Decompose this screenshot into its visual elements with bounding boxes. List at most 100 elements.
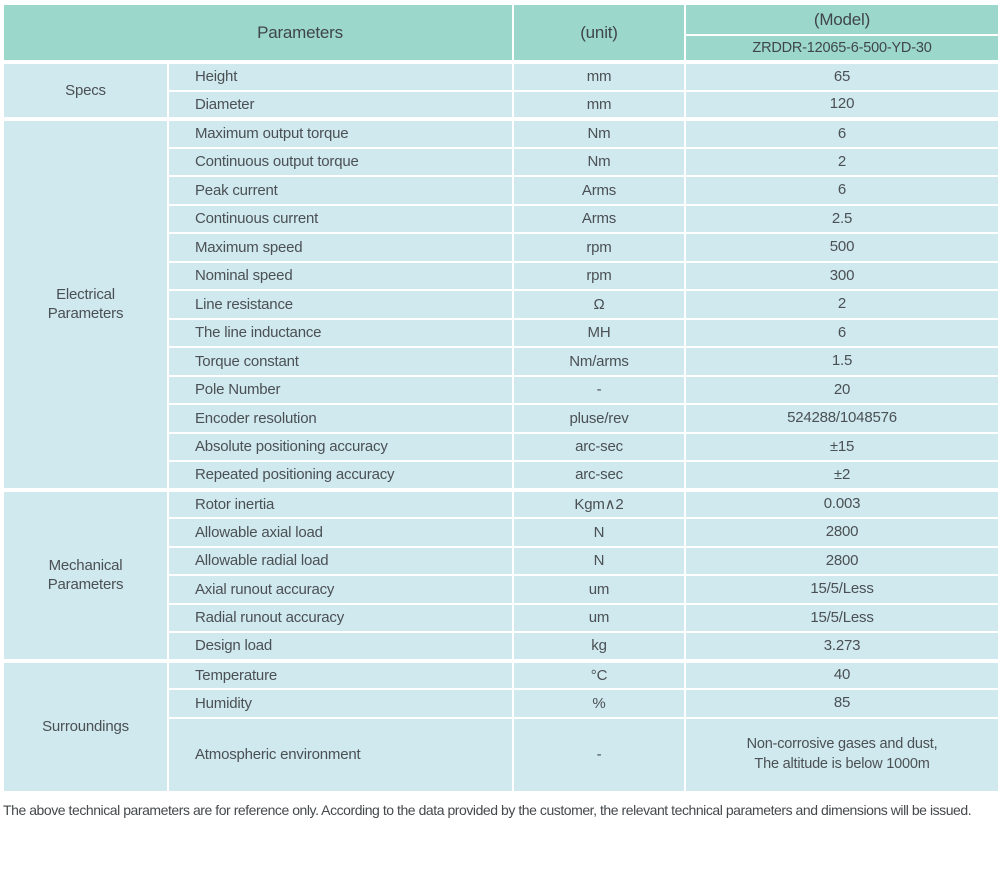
param-value: 0.003 [684,487,1000,519]
param-name: Absolute positioning accuracy [167,431,514,462]
param-unit: um [512,574,686,605]
table-row: Specs Height mm 65 [2,60,1000,120]
param-value: 2800 [684,517,1000,548]
param-value: 2800 [684,545,1000,576]
table-row: Repeated positioning accuracy arc-sec ±2 [3,460,1000,491]
table-row: Allowable radial load N 2800 [3,545,1000,576]
table-row: Electrical Parameters Maximum output torq… [2,117,1000,491]
param-name: Torque constant [167,346,514,377]
param-value: 500 [684,232,1000,263]
param-unit: arc-sec [512,431,686,462]
param-value: 6 [684,117,1000,149]
param-value: 20 [684,374,1000,405]
table-row: Surroundings Temperature °C 40 [2,658,1000,793]
param-name: Temperature [167,658,514,690]
param-unit: Nm/arms [512,346,686,377]
param-unit: % [512,688,686,719]
param-value: 3.273 [684,631,1000,662]
param-unit: kg [512,631,686,662]
param-unit: pluse/rev [512,403,686,434]
param-unit: mm [512,60,686,92]
table-body: Specs Height mm 65 Diameter mm 120 Electrical P… [2,60,1000,793]
param-unit: - [512,716,686,793]
spec-table: Parameters (unit) (Model) ZRDDR-12065-6-… [2,2,1000,793]
spec-sheet: Parameters (unit) (Model) ZRDDR-12065-6-… [2,2,1000,818]
table-row: Absolute positioning accuracy arc-sec ±15 [3,431,1000,462]
param-unit: Ω [512,289,686,320]
unit-column-header: (unit) [512,3,686,64]
param-name: Repeated positioning accuracy [167,460,514,491]
param-name: Continuous current [167,203,514,234]
param-value: 15/5/Less [684,574,1000,605]
table-row: Nominal speed rpm 300 [3,260,1000,291]
param-name: Allowable radial load [167,545,514,576]
param-name: Line resistance [167,289,514,320]
param-unit: Arms [512,175,686,206]
param-name: Axial runout accuracy [167,574,514,605]
param-value: 524288/1048576 [684,403,1000,434]
param-unit: - [512,374,686,405]
model-number: ZRDDR-12065-6-500-YD-30 [684,34,1000,64]
param-name: Nominal speed [167,260,514,291]
param-unit: arc-sec [512,460,686,491]
section-label: Surroundings [2,658,169,793]
table-row: Atmospheric environment - Non-corrosive ga… [3,716,1000,793]
table-row: Allowable axial load N 2800 [3,517,1000,548]
param-value: 6 [684,317,1000,348]
table-header: Parameters (unit) (Model) ZRDDR-12065-6-… [2,2,1000,64]
param-unit: rpm [512,260,686,291]
param-value: 40 [684,658,1000,690]
param-unit: N [512,545,686,576]
param-name: Encoder resolution [167,403,514,434]
param-name: Allowable axial load [167,517,514,548]
table-row: Encoder resolution pluse/rev 524288/104857… [3,403,1000,434]
table-row: Pole Number -20 [3,374,1000,405]
param-unit: um [512,602,686,633]
section-label: Specs [2,60,169,120]
param-unit: Arms [512,203,686,234]
table-row: Axial runout accuracy um 15/5/Less [3,574,1000,605]
param-name: Maximum speed [167,232,514,263]
table-row: Mechanical Parameters Rotor inertia Kgm∧2 0… [2,487,1000,662]
param-name: Diameter [167,89,514,120]
footer-note: The above technical parameters are for r… [3,801,972,818]
param-value: 85 [684,688,1000,719]
param-unit: rpm [512,232,686,263]
param-value: 2 [684,146,1000,177]
param-unit: Nm [512,117,686,149]
param-name: Pole Number [167,374,514,405]
param-value: ±15 [684,431,1000,462]
param-value: Non-corrosive gases and dust, The altitu… [684,716,1000,793]
table-row: Continuous output torque Nm 2 [3,146,1000,177]
param-name: Humidity [167,688,514,719]
param-value: 1.5 [684,346,1000,377]
param-unit: MH [512,317,686,348]
section-label: Mechanical Parameters [2,487,169,662]
param-name: The line inductance [167,317,514,348]
param-value: 65 [684,60,1000,92]
param-name: Design load [167,631,514,662]
param-value: 6 [684,175,1000,206]
table-row: Continuous current Arms 2.5 [3,203,1000,234]
param-name: Height [167,60,514,92]
param-value: 2.5 [684,203,1000,234]
param-unit: N [512,517,686,548]
table-row: Maximum speed rpm 500 [3,232,1000,263]
param-value: 300 [684,260,1000,291]
model-column-header: (Model) [684,2,1000,37]
param-unit: Kgm∧2 [512,487,686,519]
parameters-column-header: Parameters [2,3,514,64]
param-value: ±2 [684,460,1000,491]
param-unit: mm [512,89,686,120]
param-value: 120 [684,89,1000,120]
param-name: Continuous output torque [167,146,514,177]
param-value: 2 [684,289,1000,320]
section-label: Electrical Parameters [2,117,169,491]
param-name: Radial runout accuracy [167,602,514,633]
param-name: Peak current [167,175,514,206]
param-name: Maximum output torque [167,117,514,149]
param-name: Rotor inertia [167,487,514,519]
param-unit: °C [512,658,686,690]
param-value: 15/5/Less [684,602,1000,633]
param-unit: Nm [512,146,686,177]
